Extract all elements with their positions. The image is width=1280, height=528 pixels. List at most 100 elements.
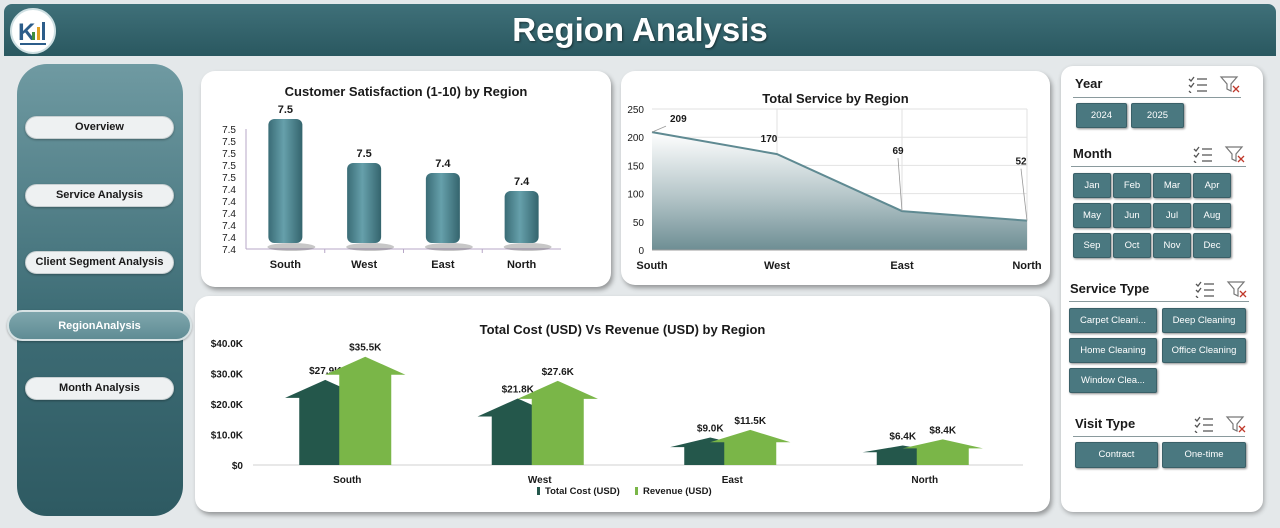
clear-filter-icon[interactable] — [1224, 145, 1246, 163]
revenue-arrow-south-label: $35.5K — [349, 343, 382, 354]
revenue-arrow-north-label: $8.4K — [929, 425, 956, 436]
clear-filter-icon[interactable] — [1219, 75, 1241, 93]
visit-contract-button[interactable]: Contract — [1075, 442, 1158, 468]
cost-revenue-y-tick: $30.0K — [211, 370, 244, 381]
satisfaction-x-tick: North — [507, 259, 537, 271]
month-sep-button[interactable]: Sep — [1073, 233, 1111, 258]
clear-filter-icon[interactable] — [1226, 280, 1248, 298]
satisfaction-bar-shadow — [346, 243, 395, 251]
service-chart-title: Total Service by Region — [762, 91, 909, 106]
month-slicer-divider — [1071, 166, 1246, 167]
clear-filter-icon[interactable] — [1225, 415, 1247, 433]
month-feb-button[interactable]: Feb — [1113, 173, 1151, 198]
satisfaction-bar-east — [425, 173, 460, 243]
visit-one-time-button[interactable]: One-time — [1162, 442, 1246, 468]
service-y-tick: 50 — [633, 218, 645, 229]
service-label-leader — [651, 125, 667, 133]
revenue-arrow-south — [325, 356, 406, 465]
month-jul-button[interactable]: Jul — [1153, 203, 1191, 228]
nav-month-analysis-button[interactable]: Month Analysis — [25, 377, 174, 400]
satisfaction-data-label: 7.4 — [435, 158, 451, 170]
logo-icon: K — [10, 8, 56, 54]
service-data-label: 69 — [892, 146, 904, 157]
month-jan-button[interactable]: Jan — [1073, 173, 1111, 198]
month-apr-button[interactable]: Apr — [1193, 173, 1231, 198]
satisfaction-bar-north — [504, 191, 539, 243]
service-area-fill — [652, 132, 1027, 250]
cost-arrow-north-label: $6.4K — [889, 431, 916, 442]
cost-revenue-x-tick: East — [722, 475, 744, 486]
nav-overview-button[interactable]: Overview — [25, 116, 174, 139]
service-label-leader — [1020, 168, 1028, 221]
revenue-arrow-west-label: $27.6K — [542, 367, 575, 378]
month-nov-button[interactable]: Nov — [1153, 233, 1191, 258]
satisfaction-y-tick: 7.4 — [222, 221, 236, 232]
satisfaction-bar-shadow — [424, 243, 473, 251]
header-bar: Region Analysis — [4, 4, 1276, 56]
multi-select-icon[interactable] — [1192, 145, 1214, 163]
cost-revenue-y-tick: $10.0K — [211, 431, 244, 442]
service-data-label: 170 — [761, 134, 778, 145]
multi-select-icon[interactable] — [1193, 415, 1215, 433]
satisfaction-y-tick: 7.4 — [222, 197, 236, 208]
satisfaction-y-tick: 7.4 — [222, 245, 236, 256]
month-may-button[interactable]: May — [1073, 203, 1111, 228]
service-deep-cleaning-button[interactable]: Deep Cleaning — [1162, 308, 1246, 333]
cost-revenue-x-tick: South — [333, 475, 361, 486]
month-aug-button[interactable]: Aug — [1193, 203, 1231, 228]
nav-client-segment-analysis-button[interactable]: Client Segment Analysis — [25, 251, 174, 274]
service-x-tick: East — [890, 260, 914, 272]
satisfaction-y-tick: 7.5 — [222, 161, 236, 172]
legend-label: Total Cost (USD) — [545, 486, 620, 497]
service-type-slicer-title: Service Type — [1070, 281, 1150, 296]
satisfaction-y-tick: 7.5 — [222, 137, 236, 148]
satisfaction-x-tick: South — [270, 259, 301, 271]
year-2024-button[interactable]: 2024 — [1076, 103, 1127, 128]
service-office-cleaning-button[interactable]: Office Cleaning — [1162, 338, 1246, 363]
satisfaction-y-tick: 7.5 — [222, 149, 236, 160]
multi-select-icon[interactable] — [1194, 280, 1216, 298]
visit-type-slicer-divider — [1073, 436, 1245, 437]
legend-swatch — [635, 487, 638, 495]
satisfaction-chart: 7.47.47.47.47.47.47.57.57.57.57.57.5Sout… — [222, 104, 561, 271]
revenue-arrow-east — [710, 429, 791, 465]
cost-revenue-chart-card: Total Cost (USD) Vs Revenue (USD) by Reg… — [195, 296, 1050, 512]
service-window-cleaning-button[interactable]: Window Clea... — [1069, 368, 1157, 393]
satisfaction-bar-shadow — [503, 243, 552, 251]
cost-revenue-x-tick: North — [911, 475, 938, 486]
month-oct-button[interactable]: Oct — [1113, 233, 1151, 258]
revenue-arrow-west — [517, 380, 598, 465]
cost-arrow-east-label: $9.0K — [697, 424, 724, 435]
satisfaction-bar-shadow — [267, 243, 316, 251]
satisfaction-data-label: 7.5 — [278, 104, 293, 116]
nav-region-analysis-button[interactable]: RegionAnalysis — [7, 310, 192, 341]
service-carpet-cleaning-button[interactable]: Carpet Cleani... — [1069, 308, 1157, 333]
satisfaction-x-tick: East — [431, 259, 455, 271]
service-y-tick: 0 — [638, 246, 644, 257]
service-type-slicer-divider — [1069, 301, 1249, 302]
year-2025-button[interactable]: 2025 — [1131, 103, 1184, 128]
service-x-tick: North — [1012, 260, 1042, 272]
service-data-label: 209 — [670, 114, 687, 125]
nav-service-analysis-button[interactable]: Service Analysis — [25, 184, 174, 207]
service-chart: 0 50 100 150 200 250 209 South 170 West 69 East 52 No… — [627, 105, 1042, 272]
sidebar — [17, 64, 183, 516]
service-x-tick: West — [764, 260, 790, 272]
satisfaction-chart-card: Customer Satisfaction (1-10) by Region 7… — [201, 71, 611, 287]
satisfaction-data-label: 7.4 — [514, 176, 530, 188]
revenue-arrow-north — [902, 439, 983, 465]
service-home-cleaning-button[interactable]: Home Cleaning — [1069, 338, 1157, 363]
month-dec-button[interactable]: Dec — [1193, 233, 1231, 258]
month-mar-button[interactable]: Mar — [1153, 173, 1191, 198]
service-chart-card: Total Service by Region 0 50 100 150 200 250 2… — [621, 71, 1050, 285]
multi-select-icon[interactable] — [1187, 75, 1209, 93]
cost-arrow-south-label: $27.9K — [309, 366, 342, 377]
visit-type-slicer-title: Visit Type — [1075, 416, 1136, 431]
month-slicer-title: Month — [1073, 146, 1112, 161]
month-jun-button[interactable]: Jun — [1113, 203, 1151, 228]
service-area-line — [651, 131, 1028, 222]
cost-revenue-chart-title: Total Cost (USD) Vs Revenue (USD) by Reg… — [479, 322, 766, 337]
satisfaction-chart-title: Customer Satisfaction (1-10) by Region — [284, 84, 528, 99]
legend-swatch — [537, 487, 540, 495]
service-y-tick: 200 — [627, 133, 644, 144]
